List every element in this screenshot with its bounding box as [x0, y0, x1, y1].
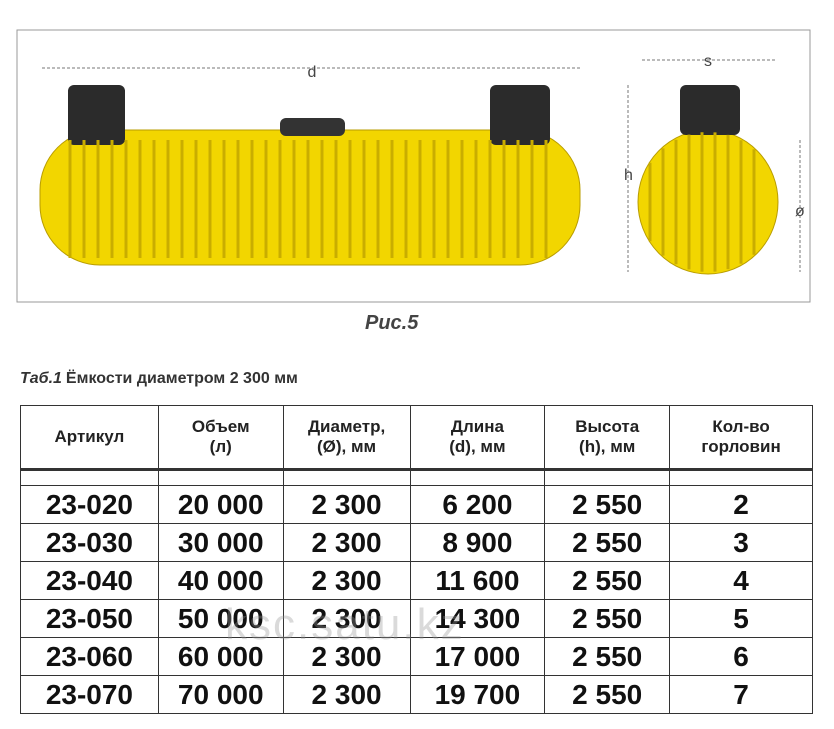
data-row: 23-060 60 000 2 300 17 000 2 550 6: [20, 637, 813, 676]
data-row: 23-020 20 000 2 300 6 200 2 550 2: [20, 485, 813, 524]
header-cell: Диаметр, (Ø), мм: [282, 405, 411, 470]
dim-label: ø: [795, 203, 805, 220]
figure-caption: Рис.5: [365, 312, 419, 334]
data-cell: 2 550: [544, 485, 671, 524]
data-cell: 7: [669, 675, 813, 714]
data-cell: 2 300: [282, 561, 411, 600]
spacer-cell: [409, 468, 546, 486]
data-cell: 2 550: [544, 675, 671, 714]
data-cell: 11 600: [409, 561, 546, 600]
data-cell: 20 000: [157, 485, 284, 524]
spacer-cell: [157, 468, 284, 486]
data-cell: 2 300: [282, 599, 411, 638]
dim-label: h: [624, 167, 633, 184]
data-cell: 30 000: [157, 523, 284, 562]
header-cell: Артикул: [20, 405, 159, 470]
spec-table: Артикул Объем (л) Диаметр, (Ø), мм Длина (d…: [20, 405, 813, 714]
data-cell: 2 300: [282, 485, 411, 524]
data-cell: 8 900: [409, 523, 546, 562]
data-row: 23-050 50 000 2 300 14 300 2 550 5: [20, 599, 813, 638]
data-row: 23-030 30 000 2 300 8 900 2 550 3: [20, 523, 813, 562]
dim-label: s: [704, 53, 712, 70]
data-cell: 23-030: [20, 523, 159, 562]
data-cell: 23-060: [20, 637, 159, 676]
data-cell: 2 300: [282, 523, 411, 562]
table-title-text: Ёмкости диаметром 2 300 мм: [65, 370, 298, 387]
spacer-cell: [282, 468, 411, 486]
spacer-cell: [544, 468, 671, 486]
spacer-cell: [20, 468, 159, 486]
dimension-lines: [42, 59, 801, 272]
header-cell: Объем (л): [157, 405, 284, 470]
watermark: ksc.satu.kz: [225, 600, 465, 649]
data-cell: 23-070: [20, 675, 159, 714]
figure: d s h ø: [16, 29, 811, 303]
data-cell: 2 300: [282, 637, 411, 676]
data-cell: 2 550: [544, 637, 671, 676]
data-cell: 2 550: [544, 561, 671, 600]
data-row: 23-070 70 000 2 300 19 700 2 550 7: [20, 675, 813, 714]
header-cell: Длина (d), мм: [409, 405, 546, 470]
data-cell: 40 000: [157, 561, 284, 600]
data-cell: 23-020: [20, 485, 159, 524]
data-cell: 60 000: [157, 637, 284, 676]
data-cell: 3: [669, 523, 813, 562]
dim-label: d: [308, 64, 317, 81]
data-cell: 23-040: [20, 561, 159, 600]
table-label: Таб.1: [20, 370, 62, 387]
data-cell: 2: [669, 485, 813, 524]
header-cell: Кол-во горловин: [669, 405, 813, 470]
data-cell: 6: [669, 637, 813, 676]
data-cell: 6 200: [409, 485, 546, 524]
data-cell: 5: [669, 599, 813, 638]
header-cell: Высота (h), мм: [544, 405, 671, 470]
data-cell: 70 000: [157, 675, 284, 714]
tank-side-view: [39, 85, 581, 266]
data-cell: 4: [669, 561, 813, 600]
spacer-cell: [669, 468, 813, 486]
data-cell: 14 300: [409, 599, 546, 638]
data-cell: 50 000: [157, 599, 284, 638]
figure-frame: [16, 29, 811, 303]
tank-end-view: [637, 85, 779, 275]
data-cell: 2 300: [282, 675, 411, 714]
data-cell: 17 000: [409, 637, 546, 676]
table-title: Таб.1 Ёмкости диаметром 2 300 мм: [20, 370, 298, 388]
data-cell: 2 550: [544, 523, 671, 562]
data-cell: 19 700: [409, 675, 546, 714]
spacer-row: [20, 468, 813, 486]
data-cell: 23-050: [20, 599, 159, 638]
header-row: Артикул Объем (л) Диаметр, (Ø), мм Длина (d…: [20, 405, 813, 470]
data-row: 23-040 40 000 2 300 11 600 2 550 4: [20, 561, 813, 600]
data-cell: 2 550: [544, 599, 671, 638]
